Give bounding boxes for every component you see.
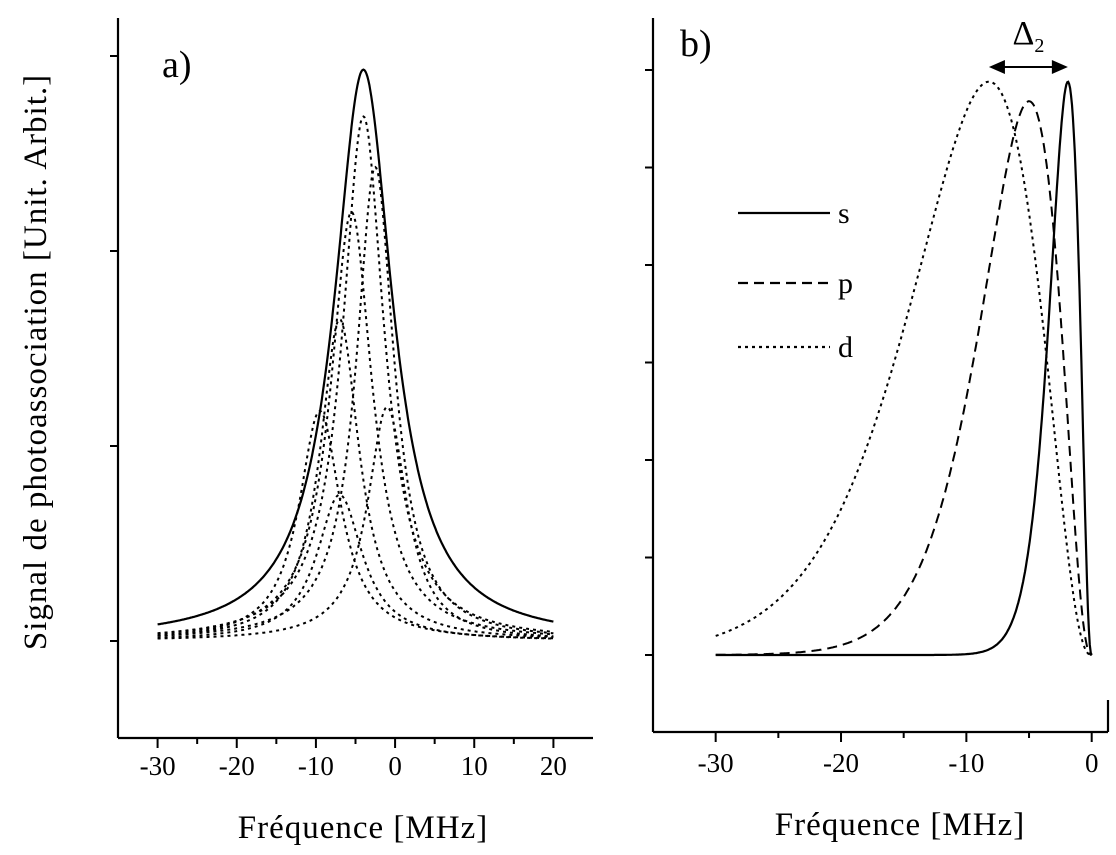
panel-a-y-ticks	[110, 55, 118, 642]
series-p	[715, 100, 1092, 656]
panel-a-curve-1	[157, 115, 554, 635]
panel-a-curves	[157, 68, 554, 640]
panel-a-curve-5	[157, 409, 554, 640]
delta-subscript: 2	[1034, 35, 1044, 57]
panel-b: -30 -20 -10 0 b) Fréquence [MHz] s p d	[645, 15, 1110, 843]
panel-a-curve-2	[157, 165, 554, 637]
panel-a-curve-3	[157, 210, 554, 636]
panel-a-curve-6	[157, 405, 554, 640]
series-s	[715, 80, 1093, 657]
x-tick-label: 0	[388, 751, 402, 781]
x-tick-label: -20	[219, 751, 255, 781]
x-tick-label: 0	[1085, 748, 1099, 778]
panel-a-x-ticks: -30 -20 -10 0 10 20	[140, 738, 567, 781]
panel-a-curve-7	[157, 493, 554, 640]
panel-b-curves	[715, 80, 1093, 657]
panel-b-x-ticks: -30 -20 -10 0	[698, 732, 1099, 778]
x-tick-label: -30	[698, 748, 734, 778]
delta-arrow-left-head	[988, 60, 1005, 74]
panel-a-label: a)	[162, 44, 192, 86]
legend-label-d: d	[838, 331, 853, 364]
panel-a: -30 -20 -10 0 10 20 a) Fréquence [MHz]	[110, 18, 593, 846]
panel-a-curve-0	[157, 68, 554, 626]
panel-b-y-ticks	[645, 69, 653, 656]
x-tick-label: -10	[948, 748, 984, 778]
legend: s p d	[738, 197, 853, 364]
panel-a-x-axis-title: Fréquence [MHz]	[238, 810, 488, 846]
y-axis-title: Signal de photoassociation [Unit. Arbit.…	[18, 74, 54, 650]
delta-annotation: Δ2	[988, 15, 1068, 74]
delta-label: Δ2	[1012, 15, 1044, 57]
x-tick-label: 20	[540, 751, 567, 781]
x-tick-label: -10	[298, 751, 334, 781]
legend-label-s: s	[838, 197, 850, 230]
x-tick-label: -30	[140, 751, 176, 781]
panel-a-curve-4	[157, 318, 554, 639]
legend-item-s: s	[738, 197, 850, 230]
delta-arrow-right-head	[1051, 60, 1068, 74]
x-tick-label: 10	[461, 751, 488, 781]
x-tick-label: -20	[823, 748, 859, 778]
legend-label-p: p	[838, 267, 853, 300]
legend-item-d: d	[738, 331, 853, 364]
panel-b-x-axis-title: Fréquence [MHz]	[775, 807, 1025, 843]
legend-item-p: p	[738, 267, 853, 300]
delta-symbol: Δ	[1012, 15, 1034, 52]
panel-b-label: b)	[680, 23, 712, 65]
series-d	[715, 80, 1092, 656]
